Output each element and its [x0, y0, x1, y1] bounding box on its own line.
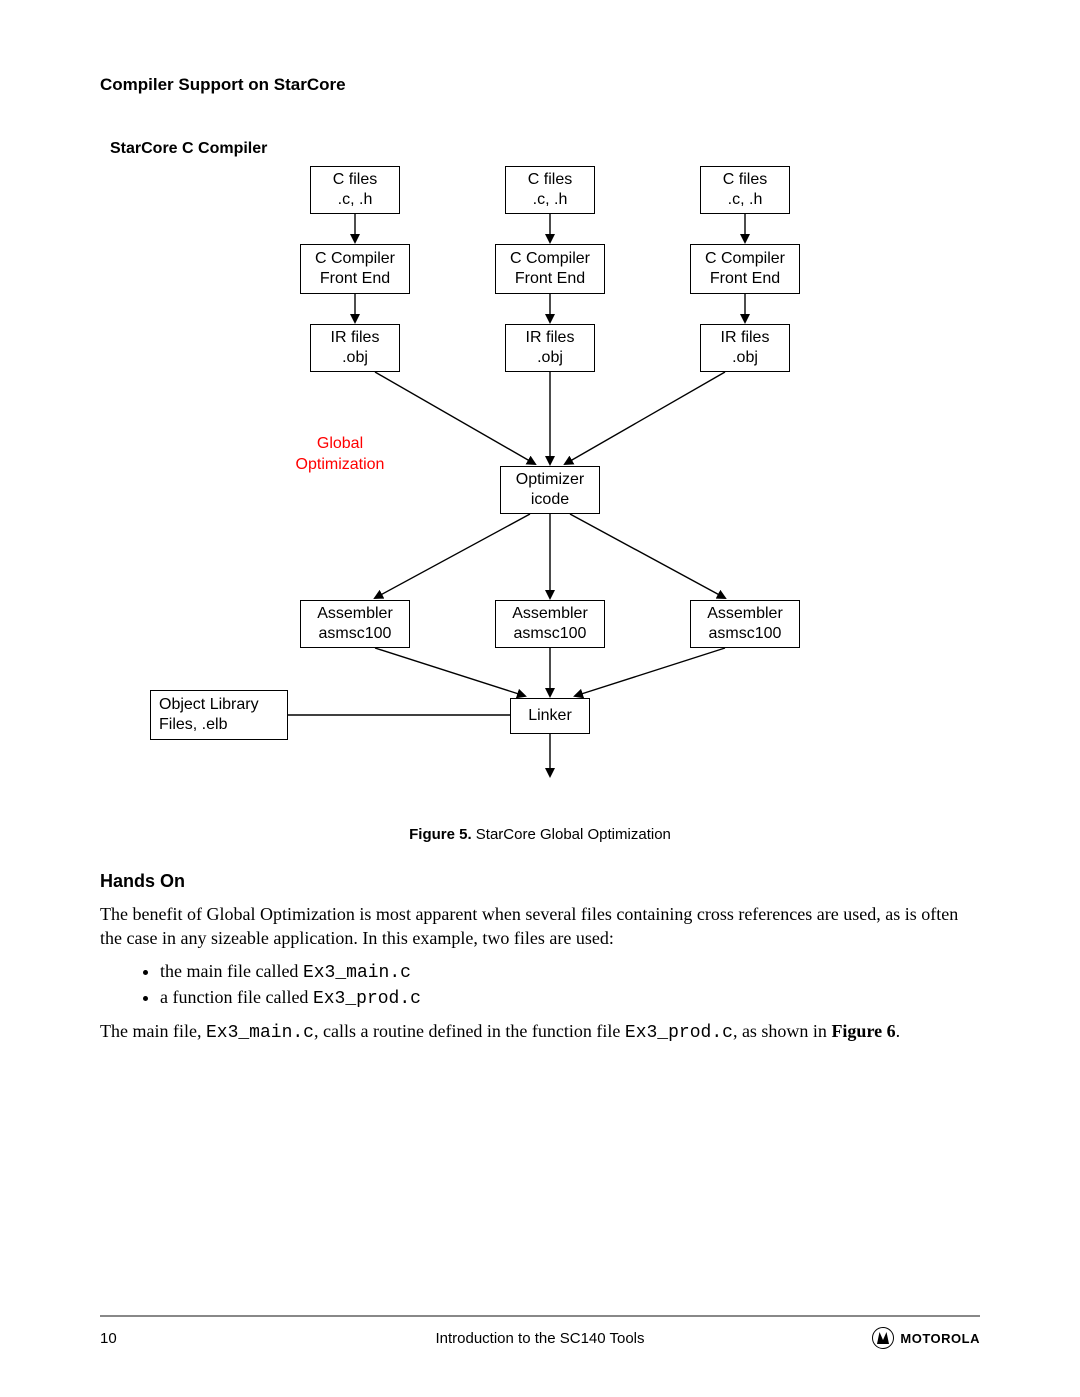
node-text: .obj	[732, 348, 758, 368]
node-text: Assembler	[317, 604, 393, 624]
para-text: , calls a routine defined in the functio…	[314, 1021, 625, 1041]
node-assembler-3: Assembler asmsc100	[690, 600, 800, 648]
node-text: Front End	[710, 269, 780, 289]
node-irfiles-1: IR files .obj	[310, 324, 400, 372]
code-text: Ex3_prod.c	[313, 989, 421, 1009]
node-text: asmsc100	[514, 624, 587, 644]
node-optimizer: Optimizer icode	[500, 466, 600, 514]
node-text: .c, .h	[728, 190, 763, 210]
code-text: Ex3_main.c	[206, 1023, 314, 1043]
bullet-text: the main file called	[160, 961, 303, 981]
node-assembler-2: Assembler asmsc100	[495, 600, 605, 648]
node-text: C Compiler	[315, 249, 395, 269]
node-text: C files	[528, 170, 572, 190]
node-text: asmsc100	[319, 624, 392, 644]
red-label-line: Global	[280, 434, 400, 455]
node-text: C Compiler	[510, 249, 590, 269]
node-text: .obj	[537, 348, 563, 368]
para-text: , as shown in	[733, 1021, 832, 1041]
node-text: .c, .h	[533, 190, 568, 210]
node-text: Linker	[528, 706, 572, 726]
node-frontend-2: C Compiler Front End	[495, 244, 605, 294]
paragraph-2: The main file, Ex3_main.c, calls a routi…	[100, 1019, 980, 1045]
node-text: IR files	[721, 328, 770, 348]
page: Compiler Support on StarCore StarCore C …	[0, 0, 1080, 1397]
node-text: Files, .elb	[159, 715, 227, 735]
node-irfiles-3: IR files .obj	[700, 324, 790, 372]
node-text: .obj	[342, 348, 368, 368]
diagram-title: StarCore C Compiler	[110, 140, 980, 158]
node-frontend-1: C Compiler Front End	[300, 244, 410, 294]
node-text: C files	[333, 170, 377, 190]
node-text: Object Library	[159, 695, 259, 715]
node-object-library: Object Library Files, .elb	[150, 690, 288, 740]
node-text: IR files	[526, 328, 575, 348]
footer-rule	[100, 1315, 980, 1317]
diagram-area: C files .c, .h C files .c, .h C files .c…	[180, 166, 900, 806]
figure-caption: Figure 5. StarCore Global Optimization	[100, 826, 980, 843]
page-footer: 10 Introduction to the SC140 Tools MOTOR…	[100, 1315, 980, 1349]
red-label-line: Optimization	[280, 455, 400, 476]
bullet-list: the main file called Ex3_main.c a functi…	[100, 961, 980, 1009]
global-optimization-label: Global Optimization	[280, 434, 400, 476]
node-text: C files	[723, 170, 767, 190]
node-cfiles-1: C files .c, .h	[310, 166, 400, 214]
node-text: asmsc100	[709, 624, 782, 644]
bullet-item-2: a function file called Ex3_prod.c	[160, 987, 980, 1009]
node-text: Assembler	[707, 604, 783, 624]
node-text: IR files	[331, 328, 380, 348]
figure-ref: Figure 6	[831, 1021, 895, 1041]
node-linker: Linker	[510, 698, 590, 734]
bullet-item-1: the main file called Ex3_main.c	[160, 961, 980, 983]
node-text: C Compiler	[705, 249, 785, 269]
node-cfiles-2: C files .c, .h	[505, 166, 595, 214]
node-text: Front End	[320, 269, 390, 289]
node-cfiles-3: C files .c, .h	[700, 166, 790, 214]
node-text: Front End	[515, 269, 585, 289]
hands-on-heading: Hands On	[100, 871, 980, 892]
bullet-text: a function file called	[160, 987, 313, 1007]
node-text: icode	[531, 490, 569, 510]
caption-text: StarCore Global Optimization	[472, 826, 671, 843]
node-text: Optimizer	[516, 470, 584, 490]
node-text: Assembler	[512, 604, 588, 624]
paragraph-1: The benefit of Global Optimization is mo…	[100, 902, 980, 951]
code-text: Ex3_prod.c	[625, 1023, 733, 1043]
para-text: The main file,	[100, 1021, 206, 1041]
footer-center-text: Introduction to the SC140 Tools	[100, 1330, 980, 1347]
caption-bold: Figure 5.	[409, 826, 472, 843]
node-text: .c, .h	[338, 190, 373, 210]
node-assembler-1: Assembler asmsc100	[300, 600, 410, 648]
footer-row: 10 Introduction to the SC140 Tools MOTOR…	[100, 1327, 980, 1349]
code-text: Ex3_main.c	[303, 963, 411, 983]
node-irfiles-2: IR files .obj	[505, 324, 595, 372]
section-header: Compiler Support on StarCore	[100, 75, 980, 95]
para-text: .	[896, 1021, 901, 1041]
node-frontend-3: C Compiler Front End	[690, 244, 800, 294]
